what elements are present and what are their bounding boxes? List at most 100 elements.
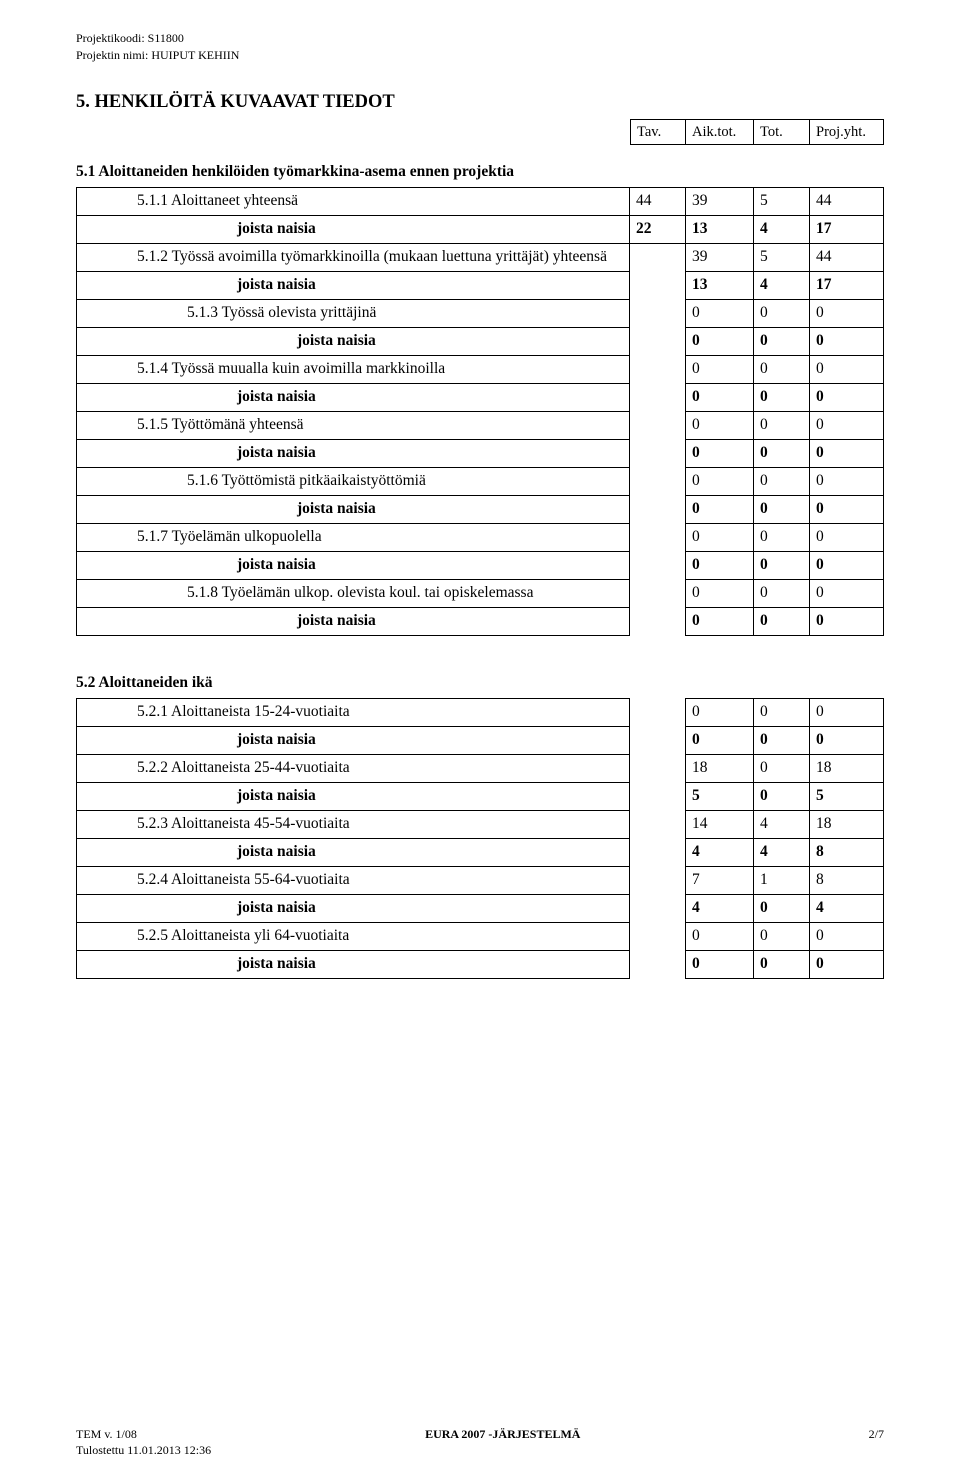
row-label: 5.1.7 Työelämän ulkopuolella [77, 523, 630, 551]
table-row: 5.2.1 Aloittaneista 15-24-vuotiaita000 [77, 698, 884, 726]
row-value [630, 551, 686, 579]
row-value: 4 [754, 271, 810, 299]
row-value: 0 [686, 551, 754, 579]
row-value: 0 [810, 950, 884, 978]
table-row: joista naisia000 [77, 327, 884, 355]
row-value: 4 [754, 215, 810, 243]
row-label: joista naisia [77, 726, 630, 754]
row-value: 0 [686, 726, 754, 754]
table-row: 5.2.4 Aloittaneista 55-64-vuotiaita718 [77, 866, 884, 894]
row-label: 5.2.2 Aloittaneista 25-44-vuotiaita [77, 754, 630, 782]
table-row: joista naisia000 [77, 495, 884, 523]
colhead-spacer [76, 119, 630, 145]
row-value: 14 [686, 810, 754, 838]
table-row: joista naisia448 [77, 838, 884, 866]
row-value: 0 [810, 467, 884, 495]
row-label: joista naisia [77, 495, 630, 523]
row-value: 0 [810, 299, 884, 327]
row-label: joista naisia [77, 551, 630, 579]
row-value: 4 [686, 838, 754, 866]
row-label: 5.1.8 Työelämän ulkop. olevista koul. ta… [77, 579, 630, 607]
row-value: 0 [754, 754, 810, 782]
row-value: 0 [686, 495, 754, 523]
table-row: 5.2.2 Aloittaneista 25-44-vuotiaita 18018 [77, 754, 884, 782]
row-value: 0 [754, 383, 810, 411]
table-row: 5.1.5 Työttömänä yhteensä000 [77, 411, 884, 439]
column-headers-row: Tav.Aik.tot.Tot.Proj.yht. [76, 119, 884, 145]
row-value: 0 [686, 383, 754, 411]
row-label: 5.1.1 Aloittaneet yhteensä [77, 187, 630, 215]
row-label: joista naisia [77, 894, 630, 922]
row-value: 0 [686, 698, 754, 726]
table-row: 5.1.7 Työelämän ulkopuolella000 [77, 523, 884, 551]
row-value: 0 [686, 467, 754, 495]
row-value: 44 [810, 187, 884, 215]
row-value: 0 [686, 299, 754, 327]
column-headers: Tav.Aik.tot.Tot.Proj.yht. [630, 119, 884, 145]
row-value: 0 [686, 607, 754, 635]
row-value: 4 [754, 810, 810, 838]
row-label: 5.2.1 Aloittaneista 15-24-vuotiaita [77, 698, 630, 726]
row-value: 4 [810, 894, 884, 922]
row-value: 0 [754, 495, 810, 523]
row-value [630, 922, 686, 950]
row-value [630, 523, 686, 551]
row-value: 0 [810, 551, 884, 579]
row-value: 18 [810, 754, 884, 782]
row-label: 5.1.6 Työttömistä pitkäaikaistyöttömiä [77, 467, 630, 495]
row-value: 0 [686, 411, 754, 439]
row-value: 0 [810, 607, 884, 635]
row-value: 0 [686, 950, 754, 978]
row-value: 5 [810, 782, 884, 810]
row-value [630, 838, 686, 866]
row-value: 0 [754, 551, 810, 579]
row-value: 0 [686, 327, 754, 355]
row-value: 0 [754, 411, 810, 439]
row-value [630, 243, 686, 271]
row-value: 1 [754, 866, 810, 894]
row-value [630, 754, 686, 782]
subsection-5-2: 5.2 Aloittaneiden ikä [76, 674, 884, 692]
row-value: 5 [754, 187, 810, 215]
row-value: 4 [754, 838, 810, 866]
project-meta: Projektikoodi: S11800 Projektin nimi: HU… [76, 30, 884, 64]
printed-timestamp: Tulostettu 11.01.2013 12:36 [76, 1443, 211, 1458]
table-5-1: 5.1.1 Aloittaneet yhteensä4439544joista … [76, 187, 884, 636]
row-value [630, 782, 686, 810]
row-value: 44 [630, 187, 686, 215]
row-value: 0 [810, 698, 884, 726]
row-value: 17 [810, 271, 884, 299]
colhead-c3: Tot. [754, 119, 810, 145]
row-value: 0 [686, 439, 754, 467]
row-value [630, 467, 686, 495]
row-value: 13 [686, 271, 754, 299]
row-value [630, 698, 686, 726]
row-value: 44 [810, 243, 884, 271]
row-value: 0 [810, 922, 884, 950]
row-value: 0 [754, 782, 810, 810]
row-value: 0 [754, 439, 810, 467]
row-value: 0 [810, 523, 884, 551]
table-row: joista naisia000 [77, 383, 884, 411]
table-row: joista naisia404 [77, 894, 884, 922]
row-value [630, 271, 686, 299]
row-value: 0 [754, 355, 810, 383]
row-value: 18 [686, 754, 754, 782]
row-value [630, 411, 686, 439]
row-value: 17 [810, 215, 884, 243]
row-value: 0 [754, 922, 810, 950]
row-value: 0 [810, 355, 884, 383]
subsection-5-1: 5.1 Aloittaneiden henkilöiden työmarkkin… [76, 163, 884, 181]
row-value: 8 [810, 838, 884, 866]
row-value: 0 [810, 383, 884, 411]
row-value: 18 [810, 810, 884, 838]
row-value [630, 439, 686, 467]
row-value [630, 383, 686, 411]
row-label: joista naisia [77, 271, 630, 299]
table-row: joista naisia505 [77, 782, 884, 810]
row-value [630, 299, 686, 327]
row-value: 0 [754, 950, 810, 978]
row-value: 13 [686, 215, 754, 243]
row-value: 7 [686, 866, 754, 894]
table-row: 5.2.3 Aloittaneista 45-54-vuotiaita14418 [77, 810, 884, 838]
